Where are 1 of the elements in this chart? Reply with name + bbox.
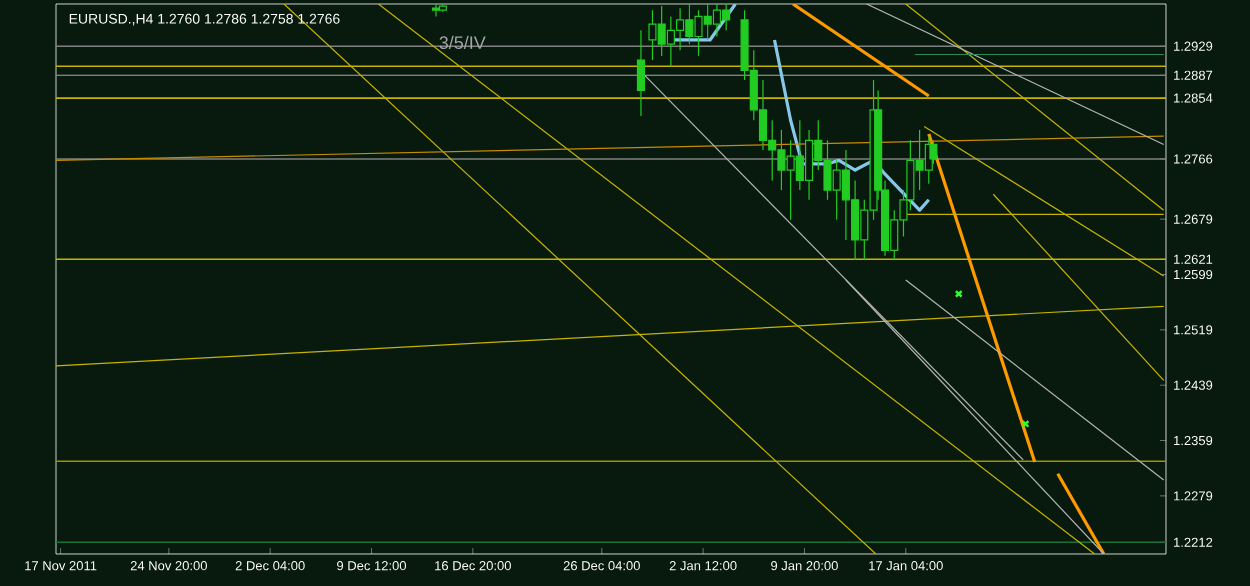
annotation: 3/5/IV (439, 35, 486, 50)
